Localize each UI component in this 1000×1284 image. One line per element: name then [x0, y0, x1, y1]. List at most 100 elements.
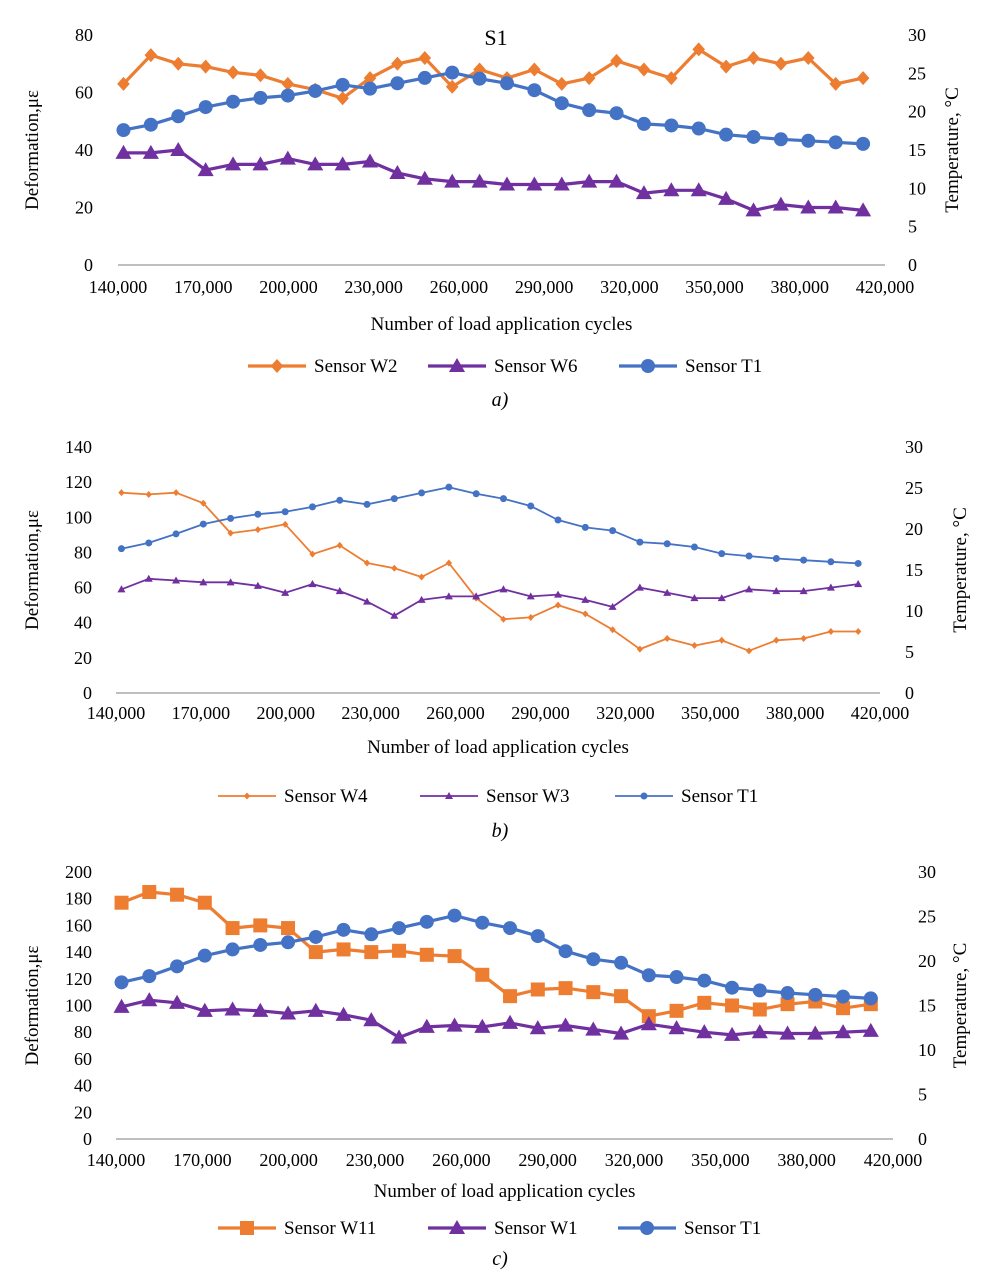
chart-c-data-point — [751, 1024, 768, 1039]
chart-b-y-tick-label: 100 — [65, 507, 92, 527]
chart-c-data-point — [614, 989, 629, 1004]
chart-c-data-point — [779, 1025, 796, 1040]
chart-b-data-point — [554, 601, 562, 609]
chart-a-data-point — [610, 53, 623, 68]
chart-b-data-point — [527, 613, 534, 621]
chart-a-data-point — [664, 118, 679, 133]
chart-a-data-point — [691, 121, 706, 136]
chart-c-data-point — [308, 945, 323, 960]
chart-a-y-tick-label: 60 — [75, 83, 93, 103]
chart-c-data-point — [170, 959, 185, 974]
chart-c-data-point — [391, 1029, 408, 1044]
chart-c-series-2 — [113, 992, 879, 1044]
chart-c-data-point — [336, 922, 351, 937]
chart-a-legend-label: Sensor T1 — [685, 356, 762, 377]
chart-a-data-point — [690, 182, 707, 197]
chart-c-data-point — [780, 997, 795, 1012]
chart-c-data-point — [808, 987, 823, 1002]
chart-a-y-tick-label: 0 — [84, 255, 93, 275]
chart-b-data-point — [282, 520, 289, 528]
chart-b-data-point — [308, 580, 317, 588]
chart-a-data-point — [226, 94, 241, 109]
chart-c-y2-axis-title: Temperature, °C — [950, 943, 971, 1069]
chart-b-data-point — [145, 539, 153, 547]
chart-b-series-3 — [117, 483, 862, 567]
chart-c-data-point — [224, 1001, 241, 1016]
chart-a-data-point — [801, 133, 816, 148]
chart-c-data-point — [419, 947, 434, 962]
chart-b-data-point — [827, 558, 835, 566]
chart-b-series-line — [120, 486, 860, 565]
chart-a-data-point — [802, 51, 815, 65]
chart-c-x-tick-label: 380,000 — [777, 1150, 836, 1170]
chart-b-y2-tick-label: 20 — [905, 519, 923, 539]
chart-c-data-point — [614, 955, 629, 970]
chart-c-data-point — [725, 998, 740, 1013]
chart-a-data-point — [117, 76, 130, 91]
chart-a-data-point — [746, 129, 761, 144]
chart-c-caption: c) — [492, 1248, 508, 1270]
chart-a-data-point — [829, 76, 842, 91]
chart-a-data-point — [774, 56, 788, 71]
chart-b-data-point — [582, 610, 589, 618]
chart-a-data-point — [445, 79, 459, 94]
chart-b-data-point — [800, 556, 808, 564]
chart-b-data-point — [854, 559, 862, 567]
chart-a-data-point — [773, 132, 788, 147]
chart-c-data-point — [253, 918, 268, 933]
chart-c-data-point — [197, 948, 212, 963]
chart-b-legend-label: Sensor T1 — [681, 786, 758, 807]
chart-a-data-point — [499, 76, 514, 91]
chart-b-data-point — [227, 514, 235, 522]
chart-c-data-point — [170, 887, 185, 902]
chart-a-y2-tick-label: 25 — [908, 63, 926, 83]
chart-a-data-point — [609, 106, 624, 121]
chart-a-data-point — [226, 65, 240, 80]
chart-b-data-point — [281, 588, 290, 596]
chart-c-x-tick-label: 170,000 — [173, 1150, 232, 1170]
chart-a-data-point — [856, 71, 870, 86]
chart-c-data-point — [335, 1006, 352, 1021]
chart-a-data-point — [663, 182, 680, 197]
chart-c-series-1 — [114, 885, 878, 1024]
chart-a-data-point — [361, 153, 379, 168]
chart-a-data-point — [225, 156, 242, 171]
chart-a-legend-label: Sensor W2 — [314, 356, 398, 377]
chart-c-data-point — [363, 1012, 380, 1027]
chart-b-series-line — [120, 491, 860, 652]
chart-b-data-point — [335, 587, 344, 595]
chart-c-series-line — [119, 890, 873, 1018]
chart-b-x-tick-label: 230,000 — [341, 703, 400, 723]
chart-c-series-3 — [114, 908, 878, 1006]
chart-c-y2-tick-label: 15 — [918, 996, 936, 1016]
chart-a-x-tick-label: 170,000 — [174, 277, 233, 297]
chart-a-data-point — [334, 156, 351, 171]
chart-c-data-point — [280, 1005, 297, 1020]
chart-b-y-tick-label: 120 — [65, 472, 92, 492]
chart-b-data-point — [118, 489, 125, 497]
chart-b-data-point — [663, 588, 672, 596]
chart-c-data-point — [419, 914, 434, 929]
chart-b-data-point — [636, 538, 644, 546]
chart-b-y2-axis-title: Temperature, °C — [950, 507, 971, 633]
chart-b-data-point — [308, 503, 316, 511]
chart-a-x-tick-label: 380,000 — [771, 277, 830, 297]
chart-c-data-point — [835, 1024, 852, 1039]
chart-c-data-point — [225, 921, 240, 936]
chart-a-data-point — [718, 190, 735, 205]
chart-c-data-point — [558, 944, 573, 959]
chart-a-data-point — [608, 173, 625, 188]
chart-a-caption: a) — [492, 389, 509, 411]
chart-c-data-point — [253, 937, 268, 952]
chart-a-y2-tick-label: 30 — [908, 25, 926, 45]
chart-b-y2-tick-label: 15 — [905, 560, 923, 580]
chart-c-legend-marker — [240, 1221, 254, 1235]
chart-c-data-point — [308, 929, 323, 944]
chart-c-data-point — [862, 1022, 879, 1037]
chart-b-data-point — [227, 529, 234, 537]
chart-c-data-point — [307, 1002, 324, 1017]
chart-c-data-point — [447, 949, 462, 964]
chart-b-data-point — [800, 635, 807, 643]
chart-a-data-point — [856, 136, 871, 151]
chart-b-data-point — [117, 545, 125, 553]
